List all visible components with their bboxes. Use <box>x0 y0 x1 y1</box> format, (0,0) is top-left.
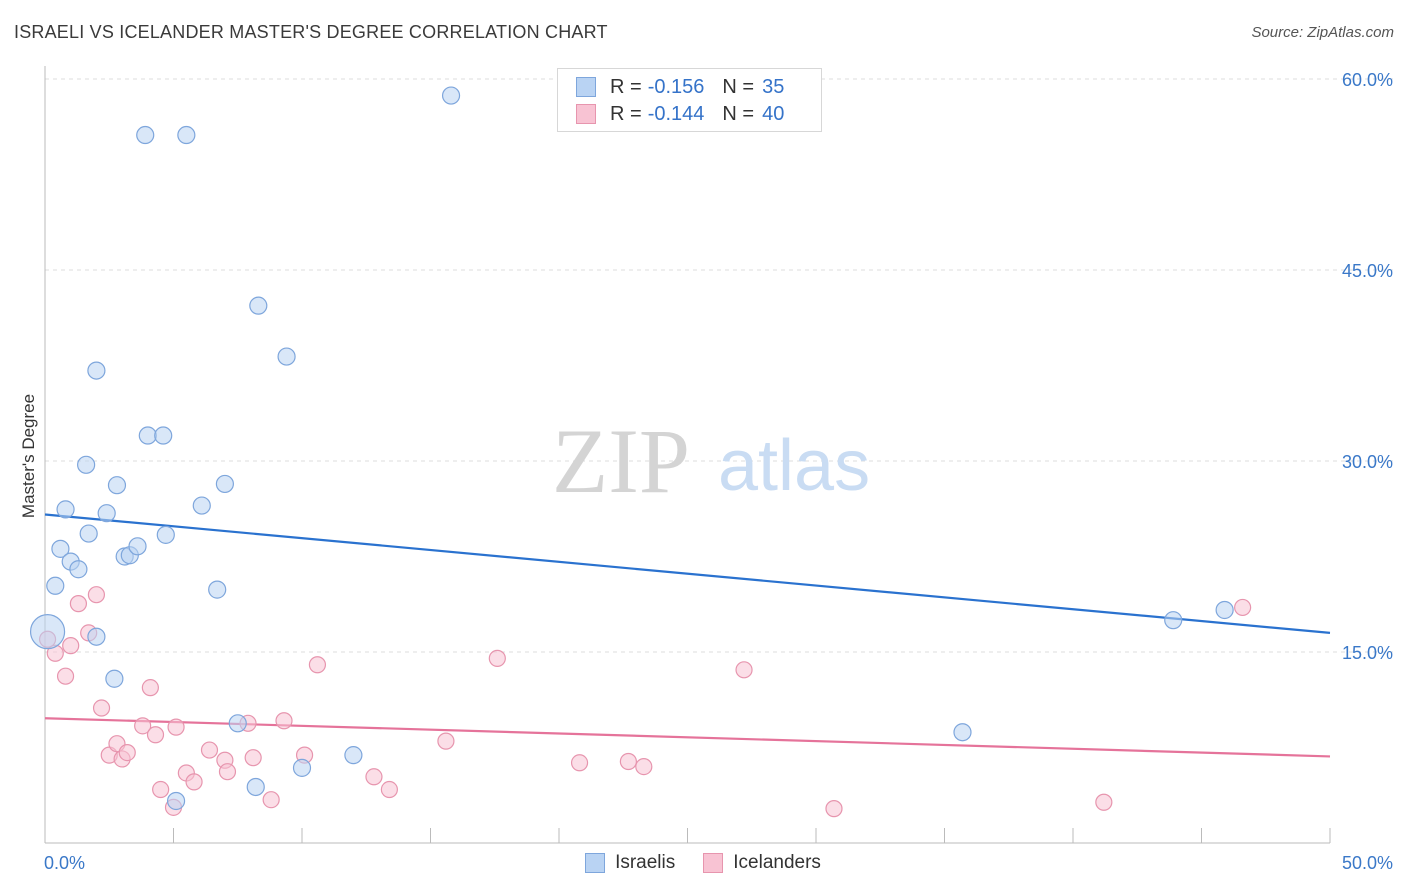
icelanders-point <box>619 752 637 771</box>
israelis-point <box>1215 600 1234 620</box>
israelis-point <box>177 125 196 145</box>
icelanders-point <box>218 763 237 781</box>
icelanders-point <box>92 699 111 717</box>
israelis-point <box>87 361 106 380</box>
israelis-point <box>292 758 312 777</box>
israelis-point <box>69 560 88 579</box>
legend-item-icelanders[interactable]: Icelanders <box>703 852 821 874</box>
chart-title: ISRAELI VS ICELANDER MASTER'S DEGREE COR… <box>14 22 608 42</box>
n-label: N = <box>722 102 755 125</box>
israelis-point <box>249 296 268 315</box>
israelis-swatch <box>576 77 596 97</box>
icelanders-point <box>152 780 170 799</box>
israelis-point <box>156 525 175 544</box>
israelis-point <box>246 777 265 797</box>
icelanders-point <box>118 743 136 762</box>
israelis-point <box>105 669 124 688</box>
israelis-point <box>1164 611 1183 630</box>
icelanders-point <box>185 773 203 791</box>
icelanders-point <box>146 726 165 744</box>
icelanders-trendline <box>44 717 1331 758</box>
legend-label: Israelis <box>615 852 676 873</box>
icelanders-point <box>1095 793 1113 811</box>
israelis-point <box>138 426 157 445</box>
israelis-point <box>953 723 972 742</box>
icelanders-point <box>275 712 293 730</box>
icelanders-point <box>635 757 653 776</box>
israelis-point <box>107 476 127 495</box>
watermark-zip: ZIP <box>552 410 690 512</box>
icelanders-point <box>134 717 152 735</box>
israelis-point <box>56 500 75 519</box>
israelis-point <box>97 504 116 523</box>
icelanders-point <box>735 661 753 679</box>
israelis-point <box>51 539 70 558</box>
y-tick-label: 30.0% <box>1342 452 1393 472</box>
icelanders-point <box>308 656 327 674</box>
icelanders-point <box>1234 598 1252 617</box>
icelanders-point <box>244 749 262 767</box>
icelanders-point <box>488 649 506 667</box>
icelanders-point <box>437 732 455 750</box>
n-label: N = <box>722 75 755 98</box>
israelis-point <box>228 714 247 733</box>
legend-row-icelanders: R = -0.144 N = 40 <box>576 102 784 126</box>
legend-stats-box: R = -0.156 N = 35 R = -0.144 N = 40 <box>557 68 822 132</box>
icelanders-point <box>262 791 280 809</box>
israelis-point <box>79 524 98 543</box>
legend-series: Israelis Icelanders <box>0 852 1406 874</box>
y-tick-label: 45.0% <box>1342 261 1393 281</box>
watermark-atlas: atlas <box>718 426 870 506</box>
israelis-point <box>215 474 234 494</box>
israelis-point <box>166 791 186 811</box>
israelis-point <box>128 537 147 556</box>
r-label: R = <box>610 75 642 98</box>
icelanders-point <box>62 637 80 655</box>
icelanders-point <box>825 800 843 818</box>
n-value: 40 <box>762 102 785 125</box>
icelanders-point <box>200 741 219 759</box>
icelanders-point <box>87 586 106 604</box>
israelis-point <box>344 746 363 765</box>
israelis-point <box>87 627 106 646</box>
y-tick-label: 15.0% <box>1342 643 1393 663</box>
icelanders-swatch <box>576 104 596 124</box>
israelis-point <box>46 576 65 595</box>
r-value: -0.156 <box>647 75 705 98</box>
r-value: -0.144 <box>647 102 705 125</box>
icelanders-point <box>570 754 589 772</box>
israelis-point <box>29 614 66 650</box>
icelanders-point <box>380 780 398 799</box>
y-axis-title: Master's Degree <box>19 394 38 518</box>
icelanders-point <box>141 679 159 697</box>
icelanders-point <box>69 595 88 613</box>
r-label: R = <box>610 102 642 125</box>
icelanders-point <box>167 718 185 736</box>
israelis-trendline <box>44 513 1331 634</box>
legend-item-israelis[interactable]: Israelis <box>585 852 675 874</box>
icelanders-point <box>365 768 383 786</box>
y-tick-label: 60.0% <box>1342 70 1393 90</box>
israelis-point <box>208 580 227 599</box>
israelis-point <box>192 496 211 515</box>
israelis-point <box>441 86 461 105</box>
israelis-point <box>77 455 96 474</box>
legend-row-israelis: R = -0.156 N = 35 <box>576 75 784 99</box>
icelanders-point <box>56 667 75 685</box>
icelanders-legend-swatch <box>703 853 724 873</box>
n-value: 35 <box>762 75 785 98</box>
legend-label: Icelanders <box>733 852 821 873</box>
israelis-legend-swatch <box>585 853 606 873</box>
israelis-point <box>154 426 173 445</box>
x-tick-label: 50.0% <box>1342 853 1393 873</box>
israelis-point <box>277 347 296 366</box>
x-tick-label: 0.0% <box>44 853 85 873</box>
source-label: Source: ZipAtlas.com <box>1251 24 1394 41</box>
israelis-point <box>136 125 155 145</box>
